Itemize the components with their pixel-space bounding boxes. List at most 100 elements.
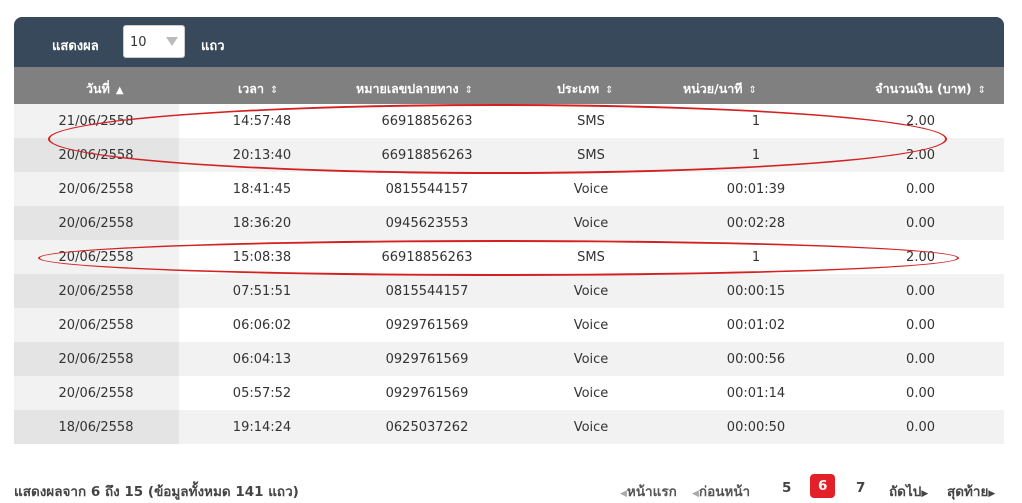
cell-amount: 0.00 — [906, 216, 935, 231]
prev-page-label: ก่อนหน้า — [698, 484, 751, 500]
cell-units: 1 — [751, 250, 761, 265]
cell-units: 00:02:28 — [726, 216, 786, 231]
sorted-column-bg — [14, 172, 179, 206]
cell-number: 0929761569 — [385, 352, 469, 367]
cell-time: 07:51:51 — [232, 284, 292, 299]
cell-units: 1 — [751, 148, 761, 163]
column-label: วันที่ — [86, 81, 110, 96]
column-label: หมายเลขปลายทาง — [356, 81, 459, 96]
page-button-6-current[interactable]: 6 — [810, 474, 836, 498]
last-page-button[interactable]: สุดท้าย▶ — [947, 480, 995, 502]
column-label: เวลา — [238, 81, 264, 96]
cell-amount: 2.00 — [906, 114, 935, 129]
sorted-column-bg — [14, 410, 179, 444]
cell-amount: 0.00 — [906, 352, 935, 367]
cell-date: 20/06/2558 — [58, 318, 134, 333]
cell-date: 20/06/2558 — [58, 352, 134, 367]
first-page-icon: ◀ — [620, 489, 627, 499]
cell-type: SMS — [577, 250, 605, 265]
cell-number: 0945623553 — [385, 216, 469, 231]
page-button-5[interactable]: 5 — [782, 480, 792, 496]
cell-type: Voice — [573, 182, 609, 197]
cell-type: Voice — [573, 386, 609, 401]
cell-date: 20/06/2558 — [58, 182, 134, 197]
cell-units: 00:01:02 — [726, 318, 786, 333]
cell-time: 19:14:24 — [232, 420, 292, 435]
table-row: 20/06/2558 18:36:20 0945623553 Voice 00:02:2… — [14, 206, 1004, 240]
first-page-label: หน้าแรก — [626, 484, 677, 500]
table-row: 20/06/2558 05:57:52 0929761569 Voice 00:01:1… — [14, 376, 1004, 410]
sort-icon: ⇕ — [464, 85, 473, 96]
sorted-column-bg — [14, 206, 179, 240]
sorted-column-bg — [14, 308, 179, 342]
cell-units: 00:01:39 — [726, 182, 786, 197]
cell-number: 0815544157 — [385, 182, 469, 197]
column-header-type[interactable]: ประเภท ⇕ — [557, 79, 614, 99]
table-info: แสดงผลจาก 6 ถึง 15 (ข้อมูลทั้งหมด 141 แถ… — [14, 484, 299, 500]
cell-time: 05:57:52 — [232, 386, 292, 401]
rows-per-page-value: 10 — [130, 35, 147, 50]
column-header-row: วันที่ ▲ เวลา ⇕ หมายเลขปลายทาง ⇕ ประเภท ⇕ หน… — [14, 67, 1004, 104]
cell-number: 0929761569 — [385, 318, 469, 333]
next-page-button[interactable]: ถัดไป▶ — [889, 480, 928, 502]
column-header-units[interactable]: หน่วย/นาที ⇕ — [683, 79, 757, 99]
table-row: 20/06/2558 06:04:13 0929761569 Voice 00:00:5… — [14, 342, 1004, 376]
last-page-icon: ▶ — [988, 489, 996, 499]
cell-units: 00:00:15 — [726, 284, 786, 299]
length-prefix: แสดงผล — [52, 39, 99, 54]
cell-amount: 0.00 — [906, 284, 935, 299]
cell-number: 0625037262 — [385, 420, 469, 435]
page-button-7[interactable]: 7 — [856, 480, 866, 496]
prev-page-button[interactable]: ◀ก่อนหน้า — [692, 480, 750, 502]
cell-type: SMS — [577, 148, 605, 163]
sort-icon: ⇕ — [748, 85, 757, 96]
cell-units: 1 — [751, 114, 761, 129]
column-header-number[interactable]: หมายเลขปลายทาง ⇕ — [356, 79, 473, 99]
cell-number: 66918856263 — [381, 114, 473, 129]
cell-date: 20/06/2558 — [58, 284, 134, 299]
cell-time: 06:04:13 — [232, 352, 292, 367]
sort-icon: ⇕ — [605, 85, 614, 96]
cell-amount: 0.00 — [906, 386, 935, 401]
sort-icon: ⇕ — [977, 85, 986, 96]
cell-date: 20/06/2558 — [58, 386, 134, 401]
prev-page-icon: ◀ — [692, 489, 699, 499]
rows-per-page-select[interactable]: 10 — [123, 25, 185, 58]
table-row: 21/06/2558 14:57:48 66918856263 SMS 1 2.00 — [14, 104, 1004, 138]
cell-type: Voice — [573, 352, 609, 367]
cell-number: 0815544157 — [385, 284, 469, 299]
cell-type: Voice — [573, 318, 609, 333]
sorted-column-bg — [14, 240, 179, 274]
column-label: ประเภท — [557, 81, 600, 96]
cell-time: 20:13:40 — [232, 148, 292, 163]
next-page-label: ถัดไป — [889, 484, 922, 500]
chevron-down-icon — [166, 37, 178, 46]
table-toolbar: แสดงผล 10 แถว — [14, 17, 1004, 67]
last-page-label: สุดท้าย — [947, 484, 989, 500]
column-header-amount[interactable]: จำนวนเงิน (บาท) ⇕ — [875, 79, 986, 99]
column-header-date[interactable]: วันที่ ▲ — [86, 79, 124, 99]
table-row: 20/06/2558 06:06:02 0929761569 Voice 00:01:0… — [14, 308, 1004, 342]
cell-amount: 2.00 — [906, 250, 935, 265]
cell-date: 20/06/2558 — [58, 216, 134, 231]
cell-amount: 0.00 — [906, 420, 935, 435]
cell-units: 00:00:56 — [726, 352, 786, 367]
column-header-time[interactable]: เวลา ⇕ — [238, 79, 278, 99]
sorted-column-bg — [14, 376, 179, 410]
sorted-column-bg — [14, 342, 179, 376]
first-page-button[interactable]: ◀หน้าแรก — [620, 480, 677, 502]
cell-units: 00:00:50 — [726, 420, 786, 435]
cell-number: 0929761569 — [385, 386, 469, 401]
cell-time: 06:06:02 — [232, 318, 292, 333]
cell-date: 21/06/2558 — [58, 114, 134, 129]
cell-amount: 2.00 — [906, 148, 935, 163]
sorted-column-bg — [14, 104, 179, 138]
length-suffix: แถว — [201, 39, 225, 54]
cell-time: 15:08:38 — [232, 250, 292, 265]
table-row: 20/06/2558 15:08:38 66918856263 SMS 1 2.00 — [14, 240, 1004, 274]
cell-amount: 0.00 — [906, 182, 935, 197]
table-row: 20/06/2558 07:51:51 0815544157 Voice 00:00:1… — [14, 274, 1004, 308]
cell-time: 14:57:48 — [232, 114, 292, 129]
cell-date: 20/06/2558 — [58, 148, 134, 163]
table-row: 18/06/2558 19:14:24 0625037262 Voice 00:00:5… — [14, 410, 1004, 444]
